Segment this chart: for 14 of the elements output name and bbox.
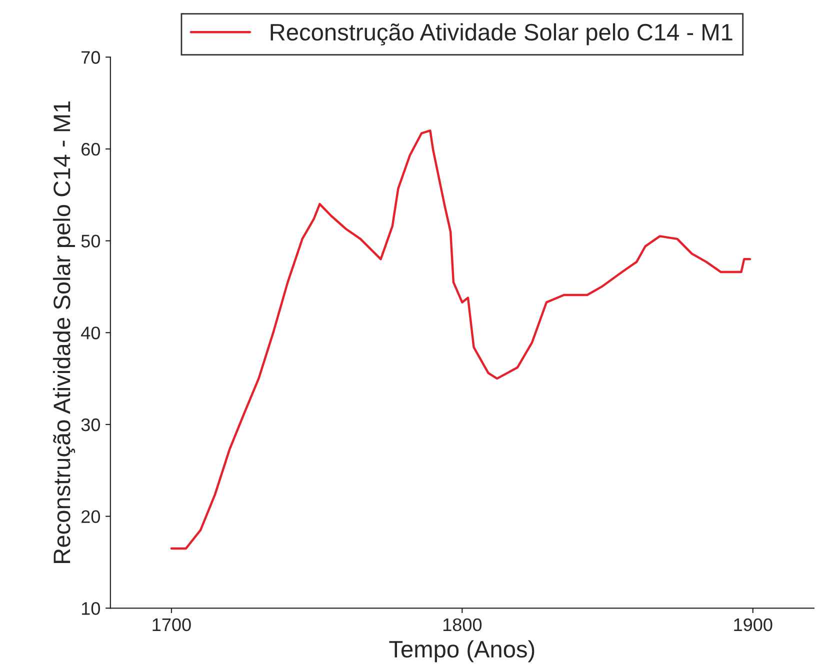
- x-tick-label: 1800: [443, 618, 482, 632]
- x-axis-title: Tempo (Anos): [389, 640, 534, 662]
- y-axis-title: Reconstrução Atividade Solar pelo C14 - M1: [52, 101, 76, 563]
- y-tick-label: 50: [81, 234, 100, 248]
- x-tick-label: 1700: [152, 618, 191, 632]
- line-series: [170, 129, 752, 550]
- x-tick-label: 1900: [734, 618, 772, 632]
- y-tick-label: 10: [82, 602, 100, 615]
- legend-label: Reconstrução Atividade Solar pelo C14 - M1: [270, 23, 732, 46]
- y-tick-label: 30: [81, 418, 100, 432]
- y-tick-label: 70: [82, 51, 100, 64]
- y-tick-label: 20: [82, 510, 100, 524]
- y-tick-label: 40: [81, 326, 100, 340]
- y-tick-label: 60: [82, 142, 100, 156]
